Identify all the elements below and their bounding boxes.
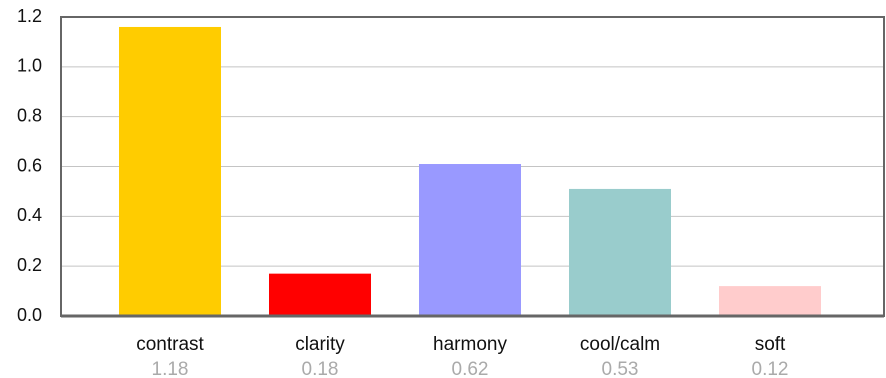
bar [119, 26, 221, 316]
bars [119, 26, 821, 316]
y-tick-label: 0.6 [17, 155, 42, 175]
y-tick-label: 0.0 [17, 305, 42, 325]
data-value-label: 0.12 [752, 359, 789, 378]
bar [419, 164, 521, 316]
data-value-labels: 1.18 0.18 0.62 0.53 0.12 [152, 359, 789, 378]
bar [269, 273, 371, 316]
data-value-label: 0.18 [302, 359, 339, 378]
y-tick-label: 0.8 [17, 105, 42, 125]
y-tick-label: 1.2 [17, 6, 42, 26]
x-category-label: cool/calm [580, 334, 660, 355]
y-axis-ticks: 0.0 0.2 0.4 0.6 0.8 1.0 1.2 [17, 6, 42, 325]
x-category-label: contrast [136, 334, 204, 355]
x-category-label: clarity [295, 334, 345, 355]
data-value-label: 0.62 [452, 359, 489, 378]
y-tick-label: 1.0 [17, 56, 42, 76]
x-category-label: harmony [433, 334, 507, 355]
x-axis-category-labels: contrast clarity harmony cool/calm soft [136, 334, 786, 355]
y-tick-label: 0.4 [17, 205, 42, 225]
data-value-label: 1.18 [152, 359, 189, 378]
bar [719, 286, 821, 316]
data-value-label: 0.53 [602, 359, 639, 378]
y-tick-label: 0.2 [17, 255, 42, 275]
x-category-label: soft [755, 334, 786, 355]
bar [569, 188, 671, 316]
